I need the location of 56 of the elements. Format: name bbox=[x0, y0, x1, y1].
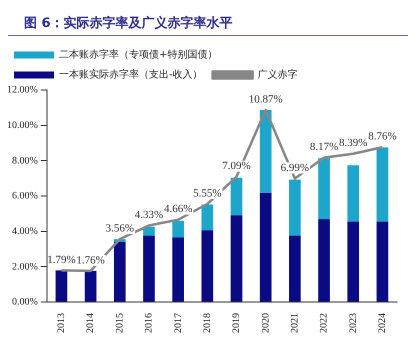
x-tick-label: 2018 bbox=[202, 313, 213, 333]
y-tick-label: 12.00% bbox=[6, 84, 38, 96]
bar bbox=[289, 180, 301, 236]
y-tick-label: 2.00% bbox=[12, 261, 38, 272]
data-label: 6.99% bbox=[280, 162, 310, 174]
data-label: 8.17% bbox=[310, 141, 338, 154]
bar bbox=[201, 230, 214, 302]
bar bbox=[376, 222, 388, 302]
bar bbox=[347, 165, 360, 222]
y-tick-label: 6.00% bbox=[12, 190, 38, 202]
legend-label: 二本账赤字率（专项债+特别国债） bbox=[59, 48, 218, 61]
y-tick-label: 10.00% bbox=[6, 120, 38, 131]
data-label: 10.87% bbox=[248, 93, 283, 106]
bar bbox=[260, 110, 272, 193]
bar bbox=[347, 222, 360, 302]
x-tick-label: 2023 bbox=[348, 313, 359, 333]
y-tick-label: 4.00% bbox=[12, 226, 38, 237]
y-tick-label: 0.00% bbox=[12, 296, 38, 308]
x-tick-label: 2020 bbox=[260, 313, 272, 333]
bar bbox=[318, 219, 330, 302]
x-tick-label: 2014 bbox=[85, 313, 96, 333]
bar bbox=[172, 220, 184, 238]
bar bbox=[143, 236, 155, 302]
data-label: 1.79% bbox=[47, 254, 76, 266]
bar bbox=[143, 226, 155, 236]
x-tick-label: 2015 bbox=[114, 313, 126, 333]
bar bbox=[260, 192, 272, 302]
x-tick-label: 2013 bbox=[56, 313, 68, 333]
bar bbox=[114, 242, 126, 302]
x-tick-label: 2016 bbox=[144, 313, 155, 333]
x-tick-label: 2024 bbox=[377, 313, 388, 333]
bar bbox=[318, 158, 330, 220]
bar bbox=[289, 236, 301, 302]
x-tick-label: 2019 bbox=[231, 313, 242, 333]
data-label: 5.55% bbox=[193, 187, 222, 200]
data-label: 7.09% bbox=[222, 160, 251, 172]
x-tick-label: 2022 bbox=[318, 313, 330, 333]
bar bbox=[172, 238, 184, 302]
y-tick-label: 8.00% bbox=[12, 155, 38, 166]
legend-label: 广义赤字 bbox=[258, 68, 298, 81]
bar bbox=[56, 270, 68, 302]
data-label: 4.66% bbox=[164, 203, 192, 216]
bar bbox=[201, 204, 214, 230]
bar bbox=[230, 178, 242, 216]
data-label: 3.56% bbox=[106, 222, 134, 234]
bar bbox=[376, 147, 388, 222]
data-label: 4.33% bbox=[134, 208, 164, 221]
legend-label: 一本账实际赤字率（支出-收入） bbox=[59, 68, 203, 81]
x-tick-label: 2021 bbox=[289, 313, 300, 333]
data-label: 8.39% bbox=[339, 137, 368, 150]
bar bbox=[230, 215, 242, 302]
data-label: 1.76% bbox=[76, 254, 105, 266]
chart-title: 图 6：实际赤字率及广义赤字率水平 bbox=[8, 14, 408, 36]
bar bbox=[84, 270, 96, 302]
data-label: 8.76% bbox=[368, 130, 397, 143]
x-tick-label: 2017 bbox=[172, 313, 184, 333]
